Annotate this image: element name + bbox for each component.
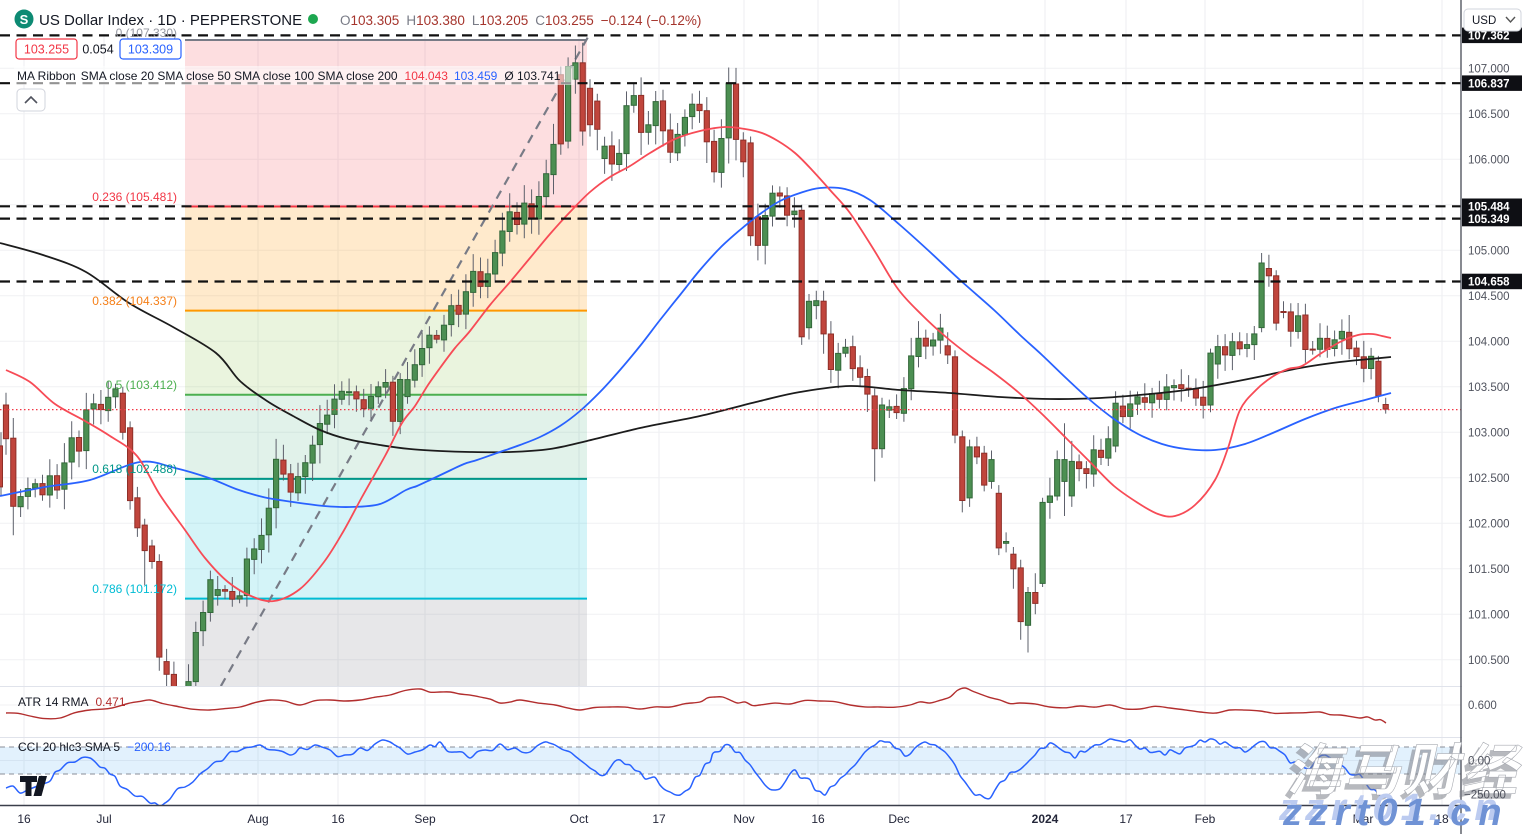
svg-text:103.500: 103.500 [1468, 382, 1510, 394]
svg-text:Jul: Jul [96, 812, 111, 826]
svg-text:Oct: Oct [570, 812, 589, 826]
svg-text:102.000: 102.000 [1468, 518, 1510, 530]
svg-text:zzrt01.cn: zzrt01.cn [1278, 787, 1505, 829]
svg-text:105.484: 105.484 [1468, 202, 1510, 214]
svg-text:Dec: Dec [888, 812, 909, 826]
svg-text:2024: 2024 [1032, 812, 1059, 826]
svg-text:16: 16 [811, 812, 825, 826]
svg-text:Aug: Aug [247, 812, 268, 826]
svg-text:16: 16 [331, 812, 345, 826]
svg-text:103.309: 103.309 [128, 43, 173, 57]
svg-text:104.658: 104.658 [1468, 277, 1510, 289]
svg-text:105.000: 105.000 [1468, 245, 1510, 257]
svg-text:100.500: 100.500 [1468, 655, 1510, 667]
svg-text:−250.00: −250.00 [1464, 790, 1506, 802]
svg-text:104.000: 104.000 [1468, 336, 1510, 348]
svg-text:0.786 (101.172): 0.786 (101.172) [92, 582, 177, 596]
svg-text:0.600: 0.600 [1468, 700, 1497, 712]
svg-text:USD: USD [1472, 15, 1496, 27]
svg-text:101.500: 101.500 [1468, 564, 1510, 576]
svg-text:Sep: Sep [414, 812, 436, 826]
svg-text:17: 17 [1119, 812, 1133, 826]
svg-text:102.500: 102.500 [1468, 473, 1510, 485]
svg-text:Feb: Feb [1195, 812, 1216, 826]
svg-text:101.000: 101.000 [1468, 609, 1510, 621]
svg-text:106.837: 106.837 [1468, 78, 1510, 90]
svg-text:18: 18 [1435, 812, 1449, 826]
svg-text:103.000: 103.000 [1468, 427, 1510, 439]
svg-text:17: 17 [652, 812, 666, 826]
svg-text:S: S [20, 12, 29, 27]
svg-text:0.054: 0.054 [82, 43, 113, 57]
svg-text:103.255: 103.255 [24, 43, 69, 57]
svg-text:Mar: Mar [1353, 812, 1374, 826]
svg-text:16: 16 [17, 812, 31, 826]
svg-text:106.000: 106.000 [1468, 154, 1510, 166]
svg-text:0.5 (103.412): 0.5 (103.412) [106, 378, 177, 392]
svg-text:104.500: 104.500 [1468, 291, 1510, 303]
svg-text:Nov: Nov [733, 812, 754, 826]
svg-text:107.000: 107.000 [1468, 63, 1510, 75]
svg-text:105.349: 105.349 [1468, 214, 1510, 226]
svg-text:107.362: 107.362 [1468, 31, 1510, 43]
svg-text:0.00: 0.00 [1468, 756, 1490, 768]
svg-text:0.618 (102.488): 0.618 (102.488) [92, 462, 177, 476]
svg-text:0 (107.330): 0 (107.330) [116, 26, 177, 40]
svg-text:106.500: 106.500 [1468, 109, 1510, 121]
svg-text:0.236 (105.481): 0.236 (105.481) [92, 190, 177, 204]
svg-text:zzrt01.cn: zzrt01.cn [1282, 792, 1509, 834]
svg-text:US Dollar Index · 1D · PEPPERS: US Dollar Index · 1D · PEPPERSTONE [39, 12, 302, 29]
svg-text:0.382 (104.337): 0.382 (104.337) [92, 294, 177, 308]
